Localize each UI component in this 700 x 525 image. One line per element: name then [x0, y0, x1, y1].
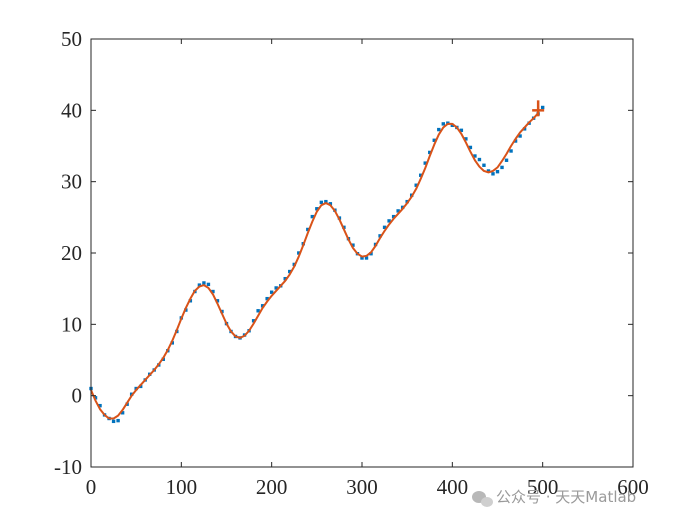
- plot-area: [91, 39, 633, 467]
- data-point: [328, 202, 333, 206]
- data-point: [202, 281, 206, 285]
- x-tick-label: 200: [256, 475, 288, 499]
- data-point: [491, 172, 495, 176]
- x-tick-label: 600: [617, 475, 649, 499]
- data-point: [513, 139, 518, 143]
- x-tick-label: 300: [346, 475, 378, 499]
- fit-line: [90, 112, 539, 420]
- x-tick-label: 400: [437, 475, 469, 499]
- data-point: [260, 304, 265, 308]
- data-point: [197, 283, 202, 287]
- data-point: [423, 161, 427, 165]
- y-tick-label: 40: [61, 98, 82, 122]
- data-point: [504, 158, 509, 162]
- y-tick-label: 20: [61, 241, 82, 265]
- data-point: [98, 403, 102, 408]
- data-point: [269, 290, 274, 294]
- data-point: [509, 149, 513, 153]
- data-point: [111, 419, 116, 424]
- data-point: [211, 289, 215, 294]
- data-point: [265, 296, 269, 301]
- data-point: [414, 183, 418, 187]
- data-point: [428, 150, 432, 155]
- data-point: [518, 134, 522, 138]
- data-point: [500, 165, 504, 170]
- data-point: [382, 225, 387, 230]
- data-point: [274, 286, 278, 290]
- data-point: [324, 199, 328, 204]
- data-point: [283, 276, 287, 281]
- data-layer: [89, 100, 545, 424]
- y-tick-label: 50: [61, 27, 82, 51]
- data-point: [215, 299, 220, 303]
- data-point: [459, 128, 464, 133]
- x-tick-label: 500: [527, 475, 559, 499]
- data-point: [378, 234, 382, 238]
- end-marker: [532, 100, 545, 117]
- data-point: [387, 219, 391, 223]
- data-point: [319, 200, 324, 205]
- data-point: [297, 251, 301, 255]
- data-point: [206, 282, 211, 287]
- data-point: [437, 127, 441, 132]
- data-point: [351, 243, 355, 247]
- data-point: [116, 418, 120, 423]
- y-tick-label: 0: [72, 384, 83, 408]
- x-tick-label: 0: [86, 475, 97, 499]
- data-point: [120, 411, 125, 415]
- y-tick-label: -10: [54, 455, 82, 479]
- data-point: [468, 145, 473, 150]
- data-point: [369, 252, 373, 256]
- data-point: [93, 396, 98, 400]
- data-point: [495, 169, 500, 174]
- data-point: [486, 169, 491, 173]
- data-point: [306, 227, 310, 232]
- data-point: [540, 105, 545, 110]
- data-point: [464, 137, 468, 141]
- data-point: [450, 123, 455, 128]
- data-point: [419, 173, 423, 177]
- data-point: [310, 214, 315, 219]
- data-point: [315, 207, 319, 211]
- watermark-text: 公众号 · 天天Matlab: [496, 488, 636, 506]
- data-point: [482, 163, 486, 167]
- data-point: [396, 209, 400, 213]
- wechat-icon: [472, 491, 493, 507]
- data-point: [288, 269, 292, 274]
- y-tick-label: 30: [61, 170, 82, 194]
- y-tick-label: 10: [61, 312, 82, 336]
- data-point: [477, 157, 482, 162]
- data-point: [441, 122, 445, 126]
- x-tick-label: 100: [166, 475, 198, 499]
- data-point: [432, 138, 436, 142]
- data-point: [360, 256, 364, 260]
- data-point: [364, 256, 369, 260]
- watermark: 公众号 · 天天Matlab: [472, 488, 636, 507]
- data-point: [473, 154, 477, 158]
- data-point: [256, 309, 260, 313]
- data-point: [251, 319, 256, 323]
- data-point: [391, 214, 396, 219]
